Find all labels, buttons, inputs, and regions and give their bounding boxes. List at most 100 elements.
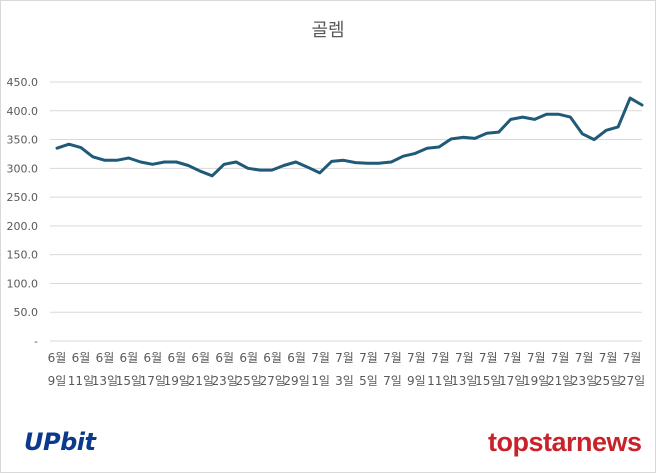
data-point — [306, 166, 309, 168]
data-point — [199, 170, 202, 172]
x-tick-day-label: 9일 — [407, 374, 426, 388]
data-point — [497, 131, 500, 133]
data-point — [605, 129, 607, 132]
data-point — [247, 167, 249, 170]
x-tick-day-label: 19일 — [523, 374, 549, 388]
x-tick-day-label: 23일 — [571, 374, 597, 388]
x-tick-day-label: 15일 — [475, 374, 501, 388]
data-point — [330, 160, 333, 163]
data-point — [378, 162, 381, 164]
x-tick-month-label: 7월 — [407, 351, 426, 365]
data-point — [402, 155, 405, 157]
x-tick-day-label: 17일 — [499, 374, 525, 388]
data-point — [56, 147, 58, 149]
x-tick-day-label: 25일 — [236, 374, 262, 388]
data-point — [354, 161, 357, 164]
x-tick-month-label: 6월 — [48, 351, 67, 365]
series-line — [55, 96, 644, 178]
x-tick-month-label: 7월 — [575, 351, 594, 365]
data-point — [318, 172, 321, 174]
data-point — [80, 146, 82, 149]
topstarnews-logo: topstarnews — [488, 427, 642, 457]
x-tick-day-label: 27일 — [259, 374, 285, 388]
data-point — [271, 169, 273, 171]
data-point — [474, 137, 476, 140]
x-tick-day-label: 11일 — [68, 374, 94, 388]
data-point — [641, 104, 643, 106]
x-tick-day-label: 1일 — [311, 374, 330, 388]
data-point — [211, 175, 213, 177]
data-point — [115, 159, 118, 162]
y-tick-label: 150.0 — [7, 249, 39, 262]
chart-title: 골렘 — [311, 20, 345, 41]
y-tick-label: 300.0 — [7, 162, 39, 175]
x-tick-month-label: 6월 — [167, 351, 186, 365]
x-tick-month-label: 7월 — [479, 351, 498, 365]
x-tick-day-label: 17일 — [140, 374, 166, 388]
data-point — [104, 159, 106, 162]
data-point — [390, 161, 393, 163]
data-point — [235, 161, 237, 163]
data-point — [617, 126, 619, 128]
data-point — [175, 161, 178, 163]
y-tick-label: 350.0 — [7, 134, 39, 147]
y-tick-label: - — [34, 335, 38, 348]
x-tick-month-label: 7월 — [311, 351, 330, 365]
data-point — [92, 156, 94, 158]
x-tick-day-label: 21일 — [188, 374, 214, 388]
x-tick-day-label: 21일 — [547, 374, 573, 388]
data-point — [68, 143, 70, 145]
x-tick-day-label: 11일 — [427, 374, 453, 388]
x-tick-day-label: 15일 — [116, 374, 142, 388]
data-point — [127, 157, 130, 159]
x-tick-day-label: 25일 — [595, 374, 621, 388]
x-tick-day-label: 13일 — [451, 374, 477, 388]
data-point — [342, 159, 345, 162]
data-point — [450, 138, 452, 140]
x-tick-day-label: 27일 — [619, 374, 645, 388]
x-tick-day-label: 5일 — [359, 374, 378, 388]
x-tick-month-label: 7월 — [359, 351, 378, 365]
x-tick-month-label: 7월 — [335, 351, 354, 365]
data-point — [509, 118, 512, 121]
x-tick-month-label: 7월 — [623, 351, 642, 365]
y-tick-label: 50.0 — [14, 306, 39, 319]
y-tick-label: 250.0 — [7, 191, 39, 204]
data-point — [295, 161, 297, 163]
data-point — [426, 147, 428, 149]
data-point — [163, 161, 166, 163]
x-tick-day-label: 9일 — [48, 374, 67, 388]
x-tick-month-label: 6월 — [215, 351, 234, 365]
x-tick-month-label: 7월 — [431, 351, 450, 365]
data-point — [581, 133, 584, 135]
x-tick-day-label: 23일 — [212, 374, 238, 388]
x-tick-month-label: 6월 — [287, 351, 306, 365]
x-tick-month-label: 6월 — [120, 351, 139, 365]
x-tick-day-label: 19일 — [164, 374, 190, 388]
upbit-logo: UPbit — [24, 428, 96, 456]
data-point — [187, 164, 190, 167]
data-point — [223, 163, 225, 166]
y-tick-label: 200.0 — [7, 220, 39, 233]
data-point — [569, 116, 572, 118]
x-tick-month-label: 6월 — [72, 351, 91, 365]
data-point — [629, 97, 631, 99]
data-point — [462, 136, 464, 139]
data-point — [414, 152, 417, 155]
x-tick-day-label: 3일 — [335, 374, 354, 388]
x-tick-month-label: 7월 — [503, 351, 522, 365]
data-point — [366, 162, 369, 164]
data-point — [139, 161, 142, 163]
x-tick-month-label: 7월 — [527, 351, 546, 365]
data-point — [283, 164, 285, 167]
x-tick-month-label: 7월 — [455, 351, 474, 365]
x-tick-month-label: 7월 — [383, 351, 402, 365]
data-point — [545, 113, 548, 115]
data-point — [438, 146, 440, 148]
x-tick-day-label: 29일 — [283, 374, 309, 388]
y-tick-label: 400.0 — [7, 105, 39, 118]
data-point — [593, 138, 595, 141]
x-tick-month-label: 6월 — [191, 351, 210, 365]
